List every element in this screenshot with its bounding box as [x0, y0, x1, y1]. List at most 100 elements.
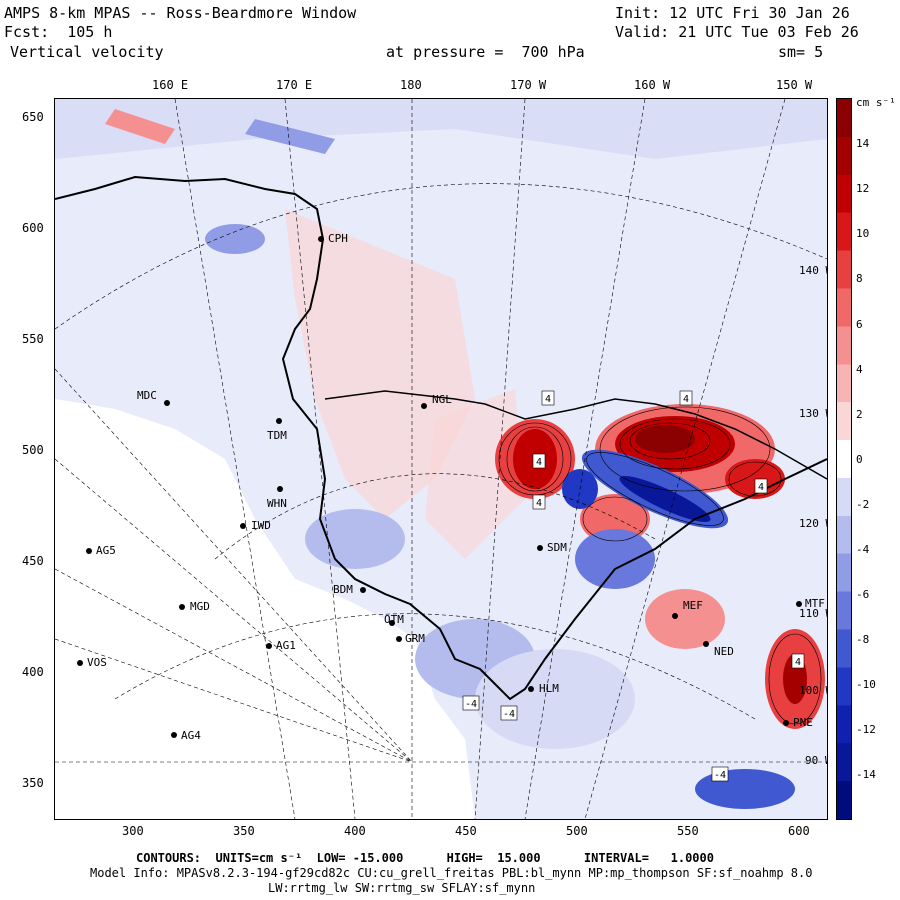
colorbar-label: 2: [856, 408, 863, 421]
station-label: TDM: [267, 429, 287, 442]
svg-text:-4: -4: [503, 709, 515, 720]
red-cell: [580, 494, 650, 544]
blue-cell: [695, 769, 795, 809]
station-label: NED: [714, 645, 734, 658]
x-tick-label: 600: [788, 824, 810, 838]
ice-shelf-edge: [324, 390, 827, 480]
station-label: AG1: [276, 639, 296, 652]
colorbar-label: 12: [856, 182, 870, 195]
svg-text:90 W: 90 W: [805, 754, 827, 767]
model-info: Model Info: MPASv8.2.3-194-gf29cd82c CU:…: [90, 866, 813, 880]
svg-text:4: 4: [795, 657, 801, 668]
station-label: MEF: [683, 599, 703, 612]
svg-text:140 W: 140 W: [799, 264, 827, 277]
svg-text:-4: -4: [465, 699, 477, 710]
station-cph: CPH: [318, 232, 348, 245]
y-tick-label: 550: [22, 332, 44, 346]
lon-label: 170 E: [276, 78, 313, 92]
svg-text:-4: -4: [714, 770, 726, 781]
red-cell: [645, 589, 725, 649]
valid-time: Valid: 21 UTC Tue 03 Feb 26: [615, 23, 859, 41]
lon-label: 150 W: [776, 78, 813, 92]
station-label: AG5: [96, 544, 116, 557]
station-ag4: AG4: [171, 729, 201, 742]
blue-cell: [575, 529, 655, 589]
x-tick-label: 450: [455, 824, 477, 838]
station-label: MDC: [137, 389, 157, 402]
station-label: BDM: [333, 583, 353, 596]
colorbar-label: -4: [856, 543, 870, 556]
latlon-grid: [55, 99, 827, 819]
map-panel: CPH MDC TDM NGL WHN IWD AG5 SDM BDM MGD …: [54, 98, 828, 820]
station-label: GRM: [405, 632, 425, 645]
station-tdm: TDM: [267, 418, 287, 442]
station-ngl: NGL: [421, 393, 452, 409]
colorbar-label: 4: [856, 363, 863, 376]
station-label: VOS: [87, 656, 107, 669]
colorbar-label: -12: [856, 723, 876, 736]
station-ag1: AG1: [266, 639, 296, 652]
x-tick-label: 300: [122, 824, 144, 838]
x-tick-label: 550: [677, 824, 699, 838]
station-label: CPH: [328, 232, 348, 245]
smoothing: sm= 5: [778, 43, 824, 61]
blue-cell: [619, 476, 711, 522]
svg-text:130 W: 130 W: [799, 407, 827, 420]
pink-region: [285, 209, 475, 519]
station-grm: GRM: [396, 632, 425, 645]
svg-text:4: 4: [758, 482, 764, 493]
station-label: OTM: [384, 613, 404, 626]
blue-region: [55, 99, 827, 159]
station-mgd: MGD: [179, 600, 210, 613]
station-iwd: IWD: [240, 519, 271, 532]
forecast-hour: Fcst: 105 h: [4, 23, 113, 41]
station-pne: PNE: [783, 716, 813, 729]
x-tick-label: 350: [233, 824, 255, 838]
pink-region: [425, 389, 525, 559]
contour-info: CONTOURS: UNITS=cm s⁻¹ LOW= -15.000 HIGH…: [136, 851, 714, 865]
svg-text:4: 4: [536, 498, 542, 509]
init-time: Init: 12 UTC Fri 30 Jan 26: [615, 4, 850, 22]
model-info-2: LW:rrtmg_lw SW:rrtmg_sw SFLAY:sf_mynn: [268, 881, 536, 895]
colorbar: [836, 98, 852, 820]
lon-label: 170 W: [510, 78, 547, 92]
x-tick-label: 400: [344, 824, 366, 838]
colorbar-label: -2: [856, 498, 870, 511]
x-tick-label: 500: [566, 824, 588, 838]
colorbar-label: 10: [856, 227, 870, 240]
station-hlm: HLM: [528, 682, 559, 695]
pressure-level: at pressure = 700 hPa: [386, 43, 585, 61]
station-vos: VOS: [77, 656, 107, 669]
no-data-region: [55, 399, 475, 819]
stations: CPH MDC TDM NGL WHN IWD AG5 SDM BDM MGD …: [77, 232, 825, 742]
station-bdm: BDM: [333, 583, 366, 596]
contour-tags: 4 4 4 4 4 4 -4 -4 -4: [462, 390, 805, 782]
colorbar-label: -14: [856, 768, 876, 781]
map-canvas: CPH MDC TDM NGL WHN IWD AG5 SDM BDM MGD …: [55, 99, 827, 819]
station-label: HLM: [539, 682, 559, 695]
blue-cell: [475, 649, 635, 749]
chart-title: AMPS 8-km MPAS -- Ross-Beardmore Window: [4, 4, 357, 22]
station-mtf: MTF: [796, 597, 825, 610]
station-label: NGL: [432, 393, 452, 406]
colorbar-label: 14: [856, 137, 870, 150]
coastline: [55, 175, 827, 701]
svg-text:120 W: 120 W: [799, 517, 827, 530]
y-tick-label: 450: [22, 554, 44, 568]
blue-cell: [205, 224, 265, 254]
station-whn: WHN: [267, 486, 287, 510]
station-label: PNE: [793, 716, 813, 729]
y-tick-label: 350: [22, 776, 44, 790]
lon-label: 180: [400, 78, 422, 92]
colorbar-label: -8: [856, 633, 870, 646]
station-label: MGD: [190, 600, 210, 613]
colorbar-label: -6: [856, 588, 870, 601]
y-tick-label: 650: [22, 110, 44, 124]
station-otm: OTM: [384, 613, 404, 626]
red-cell: [635, 425, 695, 453]
colorbar-label: 8: [856, 272, 863, 285]
edge-lon-labels: 140 W 130 W 120 W 110 W 100 W 90 W: [799, 264, 827, 767]
red-cell: [105, 109, 175, 144]
colorbar-label: 0: [856, 453, 863, 466]
y-tick-label: 400: [22, 665, 44, 679]
